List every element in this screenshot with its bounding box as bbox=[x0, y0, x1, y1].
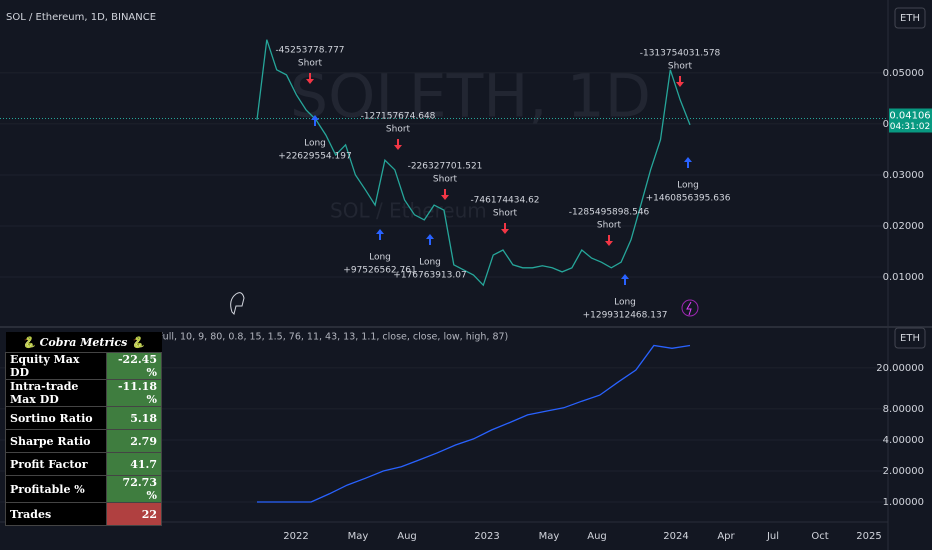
metric-value: -22.45 % bbox=[105, 352, 163, 380]
signal-label: +176763913.07 bbox=[393, 271, 466, 281]
metrics-table: 🐍 Cobra Metrics 🐍 Equity Max DD -22.45 % In… bbox=[5, 332, 163, 526]
signal-arrow bbox=[376, 229, 384, 240]
signal-label: Long bbox=[419, 258, 441, 268]
table-row: Equity Max DD -22.45 % bbox=[5, 352, 163, 380]
indicator-label: SOLETH Cobra(Equity, Top Left, Full, 10,… bbox=[6, 332, 508, 343]
signal-arrow bbox=[311, 115, 319, 126]
symbol-title: SOL / Ethereum, 1D, BINANCE bbox=[6, 12, 156, 23]
y-tick-label: 0.02000 bbox=[883, 221, 924, 232]
signal-label: Short bbox=[668, 62, 693, 72]
countdown: 04:31:02 bbox=[890, 122, 930, 132]
signal-arrow bbox=[426, 234, 434, 245]
signal-arrow bbox=[684, 157, 692, 168]
signal-arrow bbox=[501, 223, 509, 234]
metric-name: Equity Max DD bbox=[5, 352, 107, 380]
signal-arrow bbox=[605, 235, 613, 246]
metric-name: Trades bbox=[5, 502, 107, 526]
signal-label: -226327701.521 bbox=[408, 162, 483, 172]
signal-label: Short bbox=[386, 125, 411, 135]
signal-label: Short bbox=[298, 59, 323, 69]
currency-button[interactable] bbox=[894, 7, 926, 29]
signal-label: +22629554.197 bbox=[278, 152, 351, 162]
signal-arrow bbox=[306, 73, 314, 84]
signal-label: -746174434.62 bbox=[470, 196, 539, 206]
last-price-box bbox=[889, 108, 932, 133]
y-tick-label: 0.01000 bbox=[883, 272, 924, 283]
metric-name: Profit Factor bbox=[5, 452, 107, 476]
x-tick-label: Jul bbox=[766, 531, 779, 542]
signal-label: +97526562.761 bbox=[343, 266, 416, 276]
table-row: Profitable % 72.73 % bbox=[5, 475, 163, 503]
metric-name: Profitable % bbox=[5, 475, 107, 503]
metric-value: 41.7 bbox=[105, 452, 163, 476]
metric-value: 72.73 % bbox=[105, 475, 163, 503]
watermark: SOLETH, 1D bbox=[290, 62, 651, 132]
y-tick-label: 8.00000 bbox=[883, 404, 924, 415]
table-header-row: 🐍 Cobra Metrics 🐍 bbox=[5, 332, 162, 353]
y-tick-label: 1.00000 bbox=[883, 497, 924, 508]
y-tick-label: 0.03000 bbox=[883, 170, 924, 181]
currency-button[interactable] bbox=[894, 327, 926, 349]
x-tick-label: Apr bbox=[717, 531, 735, 542]
signal-label: -127157674.648 bbox=[361, 112, 436, 122]
y-tick-label: 20.00000 bbox=[876, 363, 924, 374]
signal-label: Long bbox=[614, 298, 636, 308]
x-tick-label: 2025 bbox=[856, 531, 881, 542]
signal-label: -1285495898.546 bbox=[569, 208, 650, 218]
watermark-sub: SOL / Ethereum bbox=[330, 199, 487, 223]
event-icon[interactable] bbox=[681, 299, 699, 317]
x-tick-label: May bbox=[539, 531, 560, 542]
metric-name: Sortino Ratio bbox=[5, 406, 107, 430]
table-row: Trades 22 bbox=[5, 502, 163, 526]
signal-label: Long bbox=[677, 181, 699, 191]
signal-label: Short bbox=[493, 209, 518, 219]
metric-value: 5.18 bbox=[105, 406, 163, 430]
metric-name: Sharpe Ratio bbox=[5, 429, 107, 453]
metric-value: -11.18 % bbox=[105, 379, 163, 407]
series-line bbox=[256, 39, 691, 287]
x-tick-label: Oct bbox=[811, 531, 828, 542]
metrics-body: 🐍 Cobra Metrics 🐍 Equity Max DD -22.45 % In… bbox=[5, 332, 163, 526]
x-tick-label: 2022 bbox=[283, 531, 308, 542]
signal-label: Long bbox=[369, 253, 391, 263]
table-title: 🐍 Cobra Metrics 🐍 bbox=[5, 332, 162, 353]
y-tick-label: 4.00000 bbox=[883, 435, 924, 446]
signal-label: Short bbox=[597, 221, 622, 231]
metric-value: 22 bbox=[105, 502, 163, 526]
tv-logo bbox=[230, 292, 245, 315]
x-tick-label: May bbox=[348, 531, 369, 542]
event-icon-bolt bbox=[686, 301, 692, 316]
signal-label: Short bbox=[433, 175, 458, 185]
table-row: Profit Factor 41.7 bbox=[5, 452, 163, 476]
x-tick-label: 2023 bbox=[474, 531, 499, 542]
signal-arrow bbox=[441, 189, 449, 200]
metric-value: 2.79 bbox=[105, 429, 163, 453]
x-tick-label: Aug bbox=[587, 531, 607, 542]
currency-label[interactable]: ETH bbox=[900, 333, 920, 344]
currency-label[interactable]: ETH bbox=[900, 13, 920, 24]
signal-label: Long bbox=[304, 139, 326, 149]
signal-label: -1313754031.578 bbox=[640, 49, 721, 59]
x-tick-label: Aug bbox=[397, 531, 417, 542]
signal-label: +1460856395.636 bbox=[646, 194, 731, 204]
x-tick-label: 2024 bbox=[663, 531, 688, 542]
table-row: Intra-trade Max DD -11.18 % bbox=[5, 379, 163, 407]
last-price-label: 0.04106 bbox=[889, 111, 930, 122]
metric-name: Intra-trade Max DD bbox=[5, 379, 107, 407]
signal-arrow bbox=[394, 139, 402, 150]
signal-arrow bbox=[621, 274, 629, 285]
y-tick-label: 2.00000 bbox=[883, 466, 924, 477]
table-row: Sortino Ratio 5.18 bbox=[5, 406, 163, 430]
signal-arrow bbox=[676, 76, 684, 87]
y-tick-label: 0.05000 bbox=[883, 68, 924, 79]
series-line bbox=[257, 344, 691, 503]
signal-label: +1299312468.137 bbox=[583, 311, 668, 321]
signal-label: -45253778.777 bbox=[275, 46, 344, 56]
table-row: Sharpe Ratio 2.79 bbox=[5, 429, 163, 453]
